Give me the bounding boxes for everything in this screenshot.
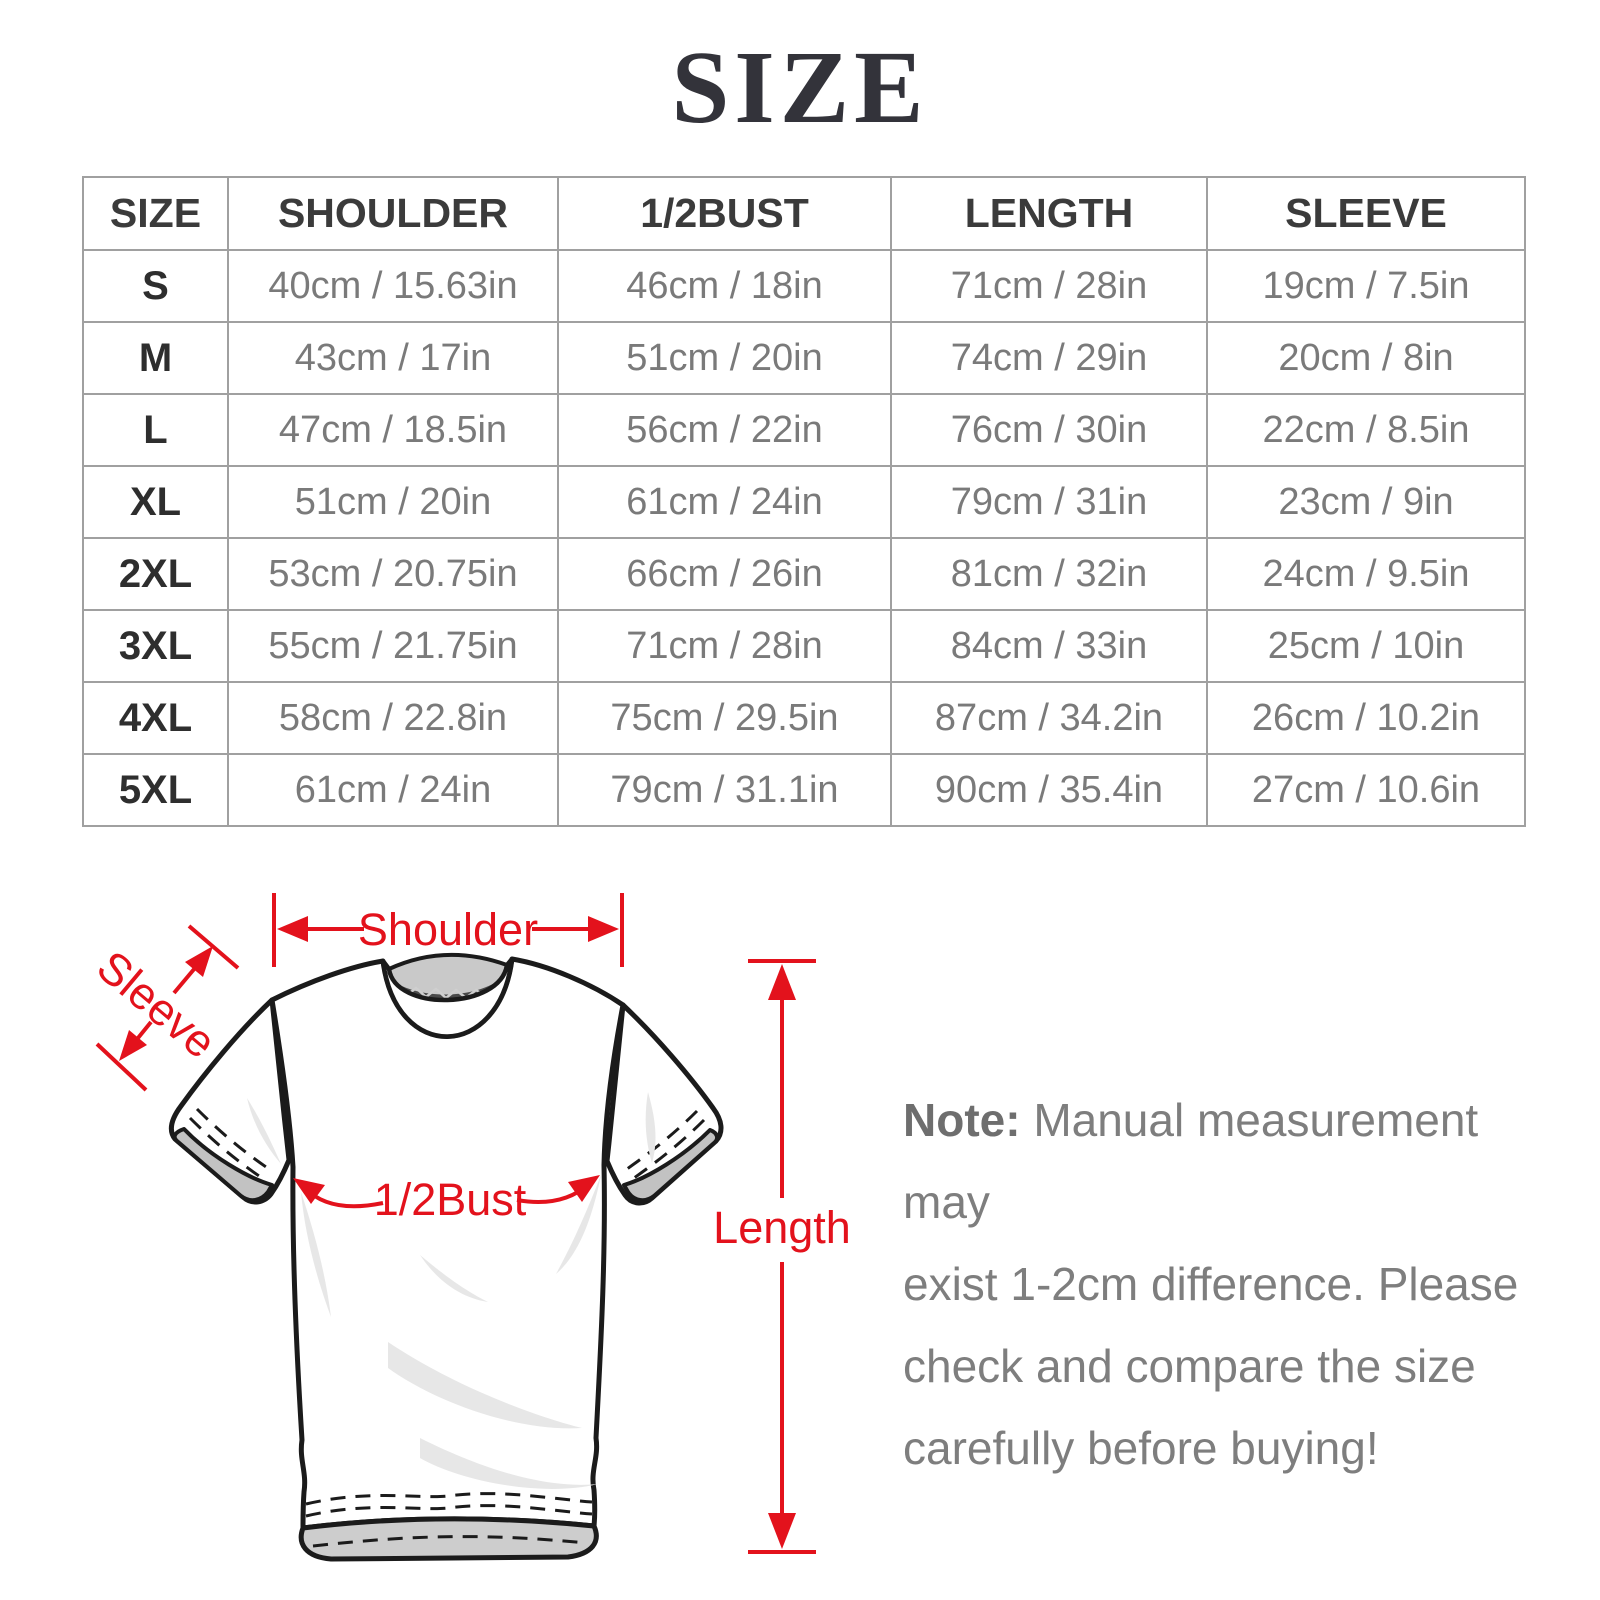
table-row: L 47cm / 18.5in 56cm / 22in 76cm / 30in … — [82, 393, 1526, 467]
length-value: 84cm / 33in — [890, 609, 1208, 683]
hem-stitch — [305, 1504, 593, 1518]
col-header-halfbust: 1/2BUST — [557, 176, 892, 251]
sleeve-value: 26cm / 10.2in — [1206, 681, 1526, 755]
table-row: 3XL 55cm / 21.75in 71cm / 28in 84cm / 33… — [82, 609, 1526, 683]
length-arrowhead-top — [768, 964, 796, 1000]
shoulder-arrowhead-left — [277, 916, 308, 942]
size-label: M — [82, 321, 229, 395]
shoulder-value: 61cm / 24in — [227, 753, 559, 827]
sleeve-value: 27cm / 10.6in — [1206, 753, 1526, 827]
note-line: carefully before buying! — [903, 1422, 1379, 1474]
size-label: S — [82, 249, 229, 323]
half-bust-arrowhead-left — [293, 1178, 325, 1204]
size-label: L — [82, 393, 229, 467]
length-label: Length — [713, 1202, 851, 1253]
shoulder-value: 53cm / 20.75in — [227, 537, 559, 611]
sleeve-arrow-shaft — [136, 1020, 153, 1040]
half-bust-annotation: 1/2Bust — [293, 1174, 600, 1225]
shoulder-value: 43cm / 17in — [227, 321, 559, 395]
left-cuff-seam — [188, 1116, 263, 1180]
note-text: Note: Manual measurement may exist 1-2cm… — [903, 1079, 1523, 1489]
sleeve-value: 23cm / 9in — [1206, 465, 1526, 539]
halfbust-value: 56cm / 22in — [557, 393, 892, 467]
size-label: XL — [82, 465, 229, 539]
sleeve-value: 19cm / 7.5in — [1206, 249, 1526, 323]
shoulder-arrowhead-right — [588, 916, 619, 942]
table-row: 5XL 61cm / 24in 79cm / 31.1in 90cm / 35.… — [82, 753, 1526, 827]
length-value: 79cm / 31in — [890, 465, 1208, 539]
size-label: 4XL — [82, 681, 229, 755]
col-header-shoulder: SHOULDER — [227, 176, 559, 251]
tshirt-measurement-diagram: Shoulder Sleeve 1/2Bust Length — [88, 893, 851, 1562]
col-header-size: SIZE — [82, 176, 229, 251]
right-cuff-opening — [622, 1128, 720, 1203]
tshirt-illustration — [168, 953, 724, 1562]
page-title: SIZE — [671, 30, 929, 145]
hem-roll — [298, 1516, 599, 1562]
size-table: SIZE SHOULDER 1/2BUST LENGTH SLEEVE S 40… — [82, 176, 1526, 827]
length-value: 81cm / 32in — [890, 537, 1208, 611]
half-bust-arrowhead-right — [568, 1175, 600, 1202]
shoulder-value: 58cm / 22.8in — [227, 681, 559, 755]
length-annotation: Length — [713, 959, 851, 1554]
shoulder-value: 51cm / 20in — [227, 465, 559, 539]
halfbust-value: 61cm / 24in — [557, 465, 892, 539]
col-header-sleeve: SLEEVE — [1206, 176, 1526, 251]
note-line: Note: Manual measurement may — [903, 1079, 1523, 1243]
halfbust-value: 79cm / 31.1in — [557, 753, 892, 827]
note-line-rest: Manual measurement may — [903, 1094, 1479, 1228]
col-header-length: LENGTH — [890, 176, 1208, 251]
hem-roll-stitch — [312, 1535, 588, 1548]
sleeve-tick-top — [187, 924, 240, 970]
left-cuff-opening — [172, 1127, 274, 1203]
tshirt-torso — [269, 956, 626, 1531]
table-row: M 43cm / 17in 51cm / 20in 74cm / 29in 20… — [82, 321, 1526, 395]
note-line: exist 1-2cm difference. Please — [903, 1258, 1519, 1310]
note-prefix: Note: — [903, 1094, 1021, 1146]
size-label: 5XL — [82, 753, 229, 827]
shoulder-value: 47cm / 18.5in — [227, 393, 559, 467]
length-value: 87cm / 34.2in — [890, 681, 1208, 755]
table-row: 4XL 58cm / 22.8in 75cm / 29.5in 87cm / 3… — [82, 681, 1526, 755]
shoulder-label: Shoulder — [358, 904, 538, 955]
wrinkle-shading — [247, 1092, 656, 1489]
sleeve-arrowhead-bottom — [119, 1030, 147, 1061]
note-line: check and compare the size — [903, 1340, 1476, 1392]
halfbust-value: 71cm / 28in — [557, 609, 892, 683]
table-row: S 40cm / 15.63in 46cm / 18in 71cm / 28in… — [82, 249, 1526, 323]
length-arrowhead-bottom — [768, 1513, 796, 1549]
length-value: 76cm / 30in — [890, 393, 1208, 467]
size-label: 3XL — [82, 609, 229, 683]
sleeve-tick-bottom — [95, 1042, 148, 1092]
sleeve-arrow-shaft — [172, 966, 197, 995]
sleeve-arrowhead-top — [185, 946, 213, 977]
table-header-row: SIZE SHOULDER 1/2BUST LENGTH SLEEVE — [82, 176, 1526, 251]
hem-stitch — [305, 1492, 593, 1506]
halfbust-value: 75cm / 29.5in — [557, 681, 892, 755]
table-row: XL 51cm / 20in 61cm / 24in 79cm / 31in 2… — [82, 465, 1526, 539]
shoulder-annotation: Shoulder — [272, 893, 624, 967]
sleeve-value: 24cm / 9.5in — [1206, 537, 1526, 611]
half-bust-label: 1/2Bust — [374, 1174, 527, 1225]
table-row: 2XL 53cm / 20.75in 66cm / 26in 81cm / 32… — [82, 537, 1526, 611]
halfbust-value: 66cm / 26in — [557, 537, 892, 611]
sleeve-value: 22cm / 8.5in — [1206, 393, 1526, 467]
length-value: 74cm / 29in — [890, 321, 1208, 395]
length-value: 71cm / 28in — [890, 249, 1208, 323]
length-value: 90cm / 35.4in — [890, 753, 1208, 827]
sleeve-value: 20cm / 8in — [1206, 321, 1526, 395]
sleeve-value: 25cm / 10in — [1206, 609, 1526, 683]
shoulder-value: 55cm / 21.75in — [227, 609, 559, 683]
shoulder-value: 40cm / 15.63in — [227, 249, 559, 323]
size-label: 2XL — [82, 537, 229, 611]
left-cuff-seam — [195, 1107, 270, 1171]
halfbust-value: 46cm / 18in — [557, 249, 892, 323]
right-cuff-seam — [626, 1109, 699, 1171]
halfbust-value: 51cm / 20in — [557, 321, 892, 395]
collar-band — [380, 956, 515, 1039]
right-cuff-seam — [633, 1118, 706, 1180]
